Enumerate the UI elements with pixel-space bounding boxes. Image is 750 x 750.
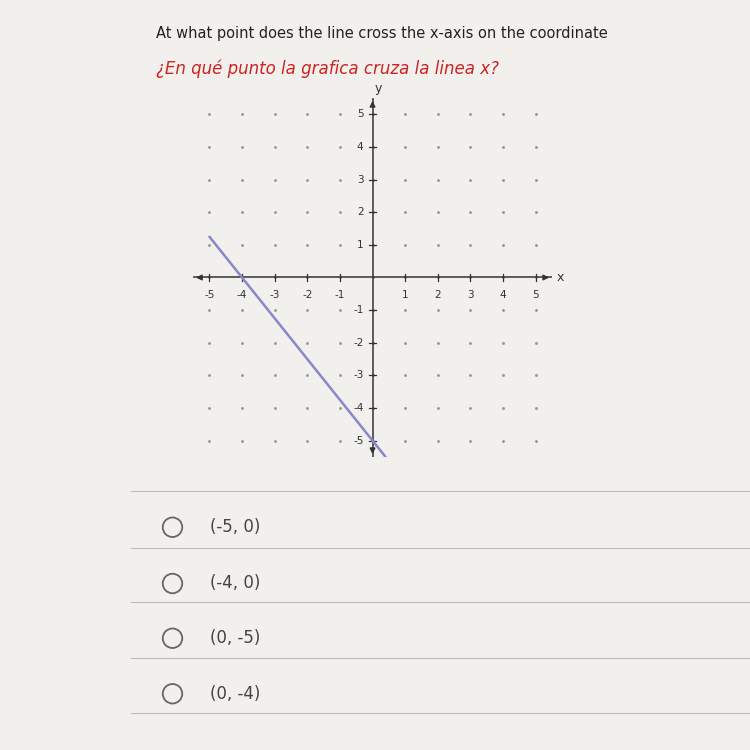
Text: 2: 2: [357, 207, 364, 218]
Text: 5: 5: [357, 110, 364, 119]
Text: 3: 3: [467, 290, 474, 300]
Text: -3: -3: [269, 290, 280, 300]
Text: -5: -5: [204, 290, 214, 300]
Text: -2: -2: [353, 338, 364, 348]
Text: x: x: [557, 271, 564, 284]
Text: -5: -5: [353, 436, 364, 445]
Text: (-5, 0): (-5, 0): [210, 518, 260, 536]
Text: -4: -4: [353, 403, 364, 413]
Text: -1: -1: [353, 305, 364, 315]
Text: y: y: [375, 82, 382, 94]
Text: 4: 4: [500, 290, 506, 300]
Text: (0, -5): (0, -5): [210, 629, 260, 647]
Text: (0, -4): (0, -4): [210, 685, 260, 703]
Text: -4: -4: [237, 290, 248, 300]
Text: -1: -1: [334, 290, 345, 300]
Text: -2: -2: [302, 290, 313, 300]
Text: 5: 5: [532, 290, 539, 300]
Text: At what point does the line cross the x-axis on the coordinate: At what point does the line cross the x-…: [156, 26, 608, 41]
Text: 3: 3: [357, 175, 364, 184]
Text: (-4, 0): (-4, 0): [210, 574, 260, 592]
Text: 1: 1: [357, 240, 364, 250]
Text: ¿En qué punto la grafica cruza la linea x?: ¿En qué punto la grafica cruza la linea …: [156, 60, 499, 79]
Text: 4: 4: [357, 142, 364, 152]
Text: 1: 1: [402, 290, 409, 300]
Text: -3: -3: [353, 370, 364, 380]
Text: 2: 2: [434, 290, 441, 300]
